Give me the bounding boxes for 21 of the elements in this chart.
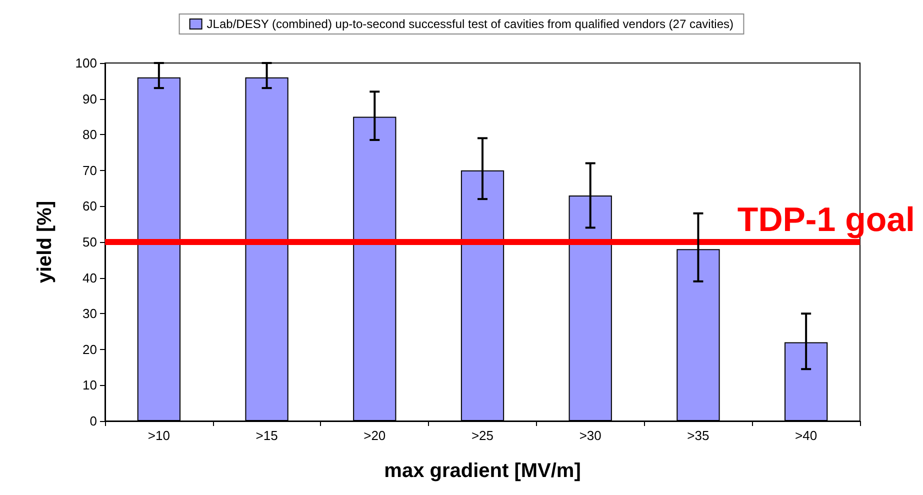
x-axis-title: max gradient [MV/m] [384,460,581,482]
x-tick-label: >15 [256,428,278,443]
y-tick-label: 100 [75,56,97,70]
y-tick-label: 0 [90,414,97,428]
x-tick-label: >35 [687,428,710,443]
y-tick-label: 90 [82,91,97,106]
x-tick-label: >25 [471,428,494,443]
y-tick-label: 50 [82,234,97,250]
y-tick-label: 80 [82,127,97,142]
y-tick-label: 70 [82,162,97,178]
x-tick-label: >40 [795,428,818,443]
y-tick-label: 10 [82,378,97,393]
x-tick-label: >30 [579,428,602,443]
y-tick-label: 20 [82,342,97,357]
y-tick-label: 40 [82,270,97,286]
y-tick-label: 60 [82,198,97,214]
legend-label: JLab/DESY (combined) up-to-second successful test of cavities from qualified vendors (27 cavities) [206,17,734,31]
x-tick-label: >20 [364,428,386,443]
y-tick-label: 30 [82,306,97,322]
x-tick-label: >10 [148,428,170,443]
y-axis-title: yield [%] [34,200,56,284]
